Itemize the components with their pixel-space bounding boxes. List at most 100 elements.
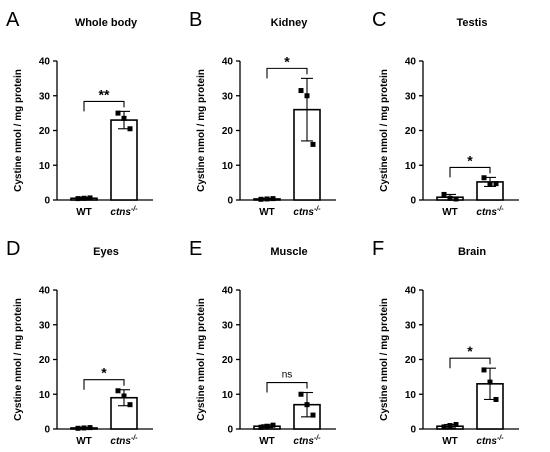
panel-letter: A	[6, 9, 20, 31]
panel-letter: D	[6, 238, 20, 260]
data-point	[258, 424, 264, 430]
y-tick-label: 20	[39, 126, 51, 137]
data-point	[87, 195, 93, 201]
x-category-label: WT	[76, 436, 92, 447]
data-point	[115, 388, 121, 394]
data-point	[270, 422, 276, 428]
panel-d: D Eyes Cystine nmol / mg protein 0 10 20 30 40 W…	[6, 238, 153, 447]
data-point	[75, 425, 81, 431]
panel-title: Whole body	[75, 17, 138, 29]
x-category-label: ctns-/-	[110, 206, 138, 218]
data-point	[81, 425, 87, 431]
y-tick-label: 40	[222, 57, 234, 68]
panel-letter: E	[189, 238, 202, 260]
y-tick-label: 40	[405, 57, 417, 68]
data-point	[75, 196, 81, 202]
data-point	[121, 115, 127, 121]
significance-label: **	[99, 86, 110, 102]
x-category-label: WT	[76, 207, 92, 218]
y-tick-label: 30	[39, 91, 51, 102]
y-tick-label: 40	[39, 57, 51, 68]
data-point	[264, 196, 270, 202]
panel-title: Kidney	[271, 17, 309, 29]
x-category-label: ctns-/-	[476, 206, 504, 218]
x-category-label: WT	[442, 207, 458, 218]
significance-bracket	[266, 381, 308, 393]
significance-bracket	[266, 67, 308, 79]
x-category-superscript: -/-	[314, 206, 321, 213]
bar	[110, 119, 138, 201]
data-point	[270, 196, 276, 202]
x-category-label: WT	[442, 436, 458, 447]
data-point	[453, 421, 459, 427]
significance-label: *	[101, 365, 107, 381]
significance-label: *	[467, 343, 473, 359]
x-category-superscript: -/-	[314, 435, 321, 442]
data-point	[487, 379, 493, 385]
y-tick-label: 30	[222, 320, 234, 331]
data-point	[87, 425, 93, 431]
data-point	[127, 402, 133, 408]
data-point	[81, 195, 87, 201]
data-point	[487, 181, 493, 187]
x-category-label: ctns-/-	[476, 435, 504, 447]
panel-b: B Kidney Cystine nmol / mg protein 0 10 20 30 4…	[189, 9, 336, 218]
data-point	[481, 175, 487, 181]
y-tick-label: 30	[405, 91, 417, 102]
y-axis-label: Cystine nmol / mg protein	[13, 298, 24, 421]
data-point	[447, 195, 453, 201]
data-point	[441, 424, 447, 430]
x-category-label: ctns-/-	[293, 435, 321, 447]
y-axis-label: Cystine nmol / mg protein	[196, 69, 207, 192]
x-category-label: ctns-/-	[110, 435, 138, 447]
y-tick-label: 0	[227, 196, 233, 207]
y-tick-label: 10	[222, 390, 234, 401]
panel-c: C Testis Cystine nmol / mg protein 0 10 20 30 4…	[372, 9, 519, 218]
y-axis-label: Cystine nmol / mg protein	[379, 298, 390, 421]
y-tick-label: 0	[410, 425, 416, 436]
y-tick-label: 10	[39, 390, 51, 401]
panel-e: E Muscle Cystine nmol / mg protein 0 10 20 30 4…	[189, 238, 336, 447]
y-tick-label: 30	[39, 320, 51, 331]
x-category-superscript: -/-	[497, 206, 504, 213]
significance-label: *	[467, 152, 473, 168]
y-tick-label: 40	[405, 286, 417, 297]
data-point	[115, 110, 121, 116]
data-point	[298, 88, 304, 94]
panel-title: Brain	[458, 246, 486, 258]
x-category-superscript: -/-	[131, 206, 138, 213]
significance-bracket	[449, 357, 491, 369]
panel-f: F Brain Cystine nmol / mg protein 0 10 20 30 40…	[372, 238, 519, 447]
data-point	[258, 196, 264, 202]
y-tick-label: 10	[39, 161, 51, 172]
y-tick-label: 20	[222, 126, 234, 137]
data-point	[264, 423, 270, 429]
y-tick-label: 10	[222, 161, 234, 172]
y-tick-label: 30	[222, 91, 234, 102]
data-point	[304, 93, 310, 99]
y-axis-label: Cystine nmol / mg protein	[379, 69, 390, 192]
significance-label: ns	[282, 370, 293, 381]
y-tick-label: 0	[44, 196, 50, 207]
data-point	[447, 423, 453, 429]
panel-letter: C	[372, 9, 386, 31]
data-point	[298, 391, 304, 397]
data-point	[481, 367, 487, 373]
significance-label: *	[284, 53, 290, 69]
y-tick-label: 20	[222, 355, 234, 366]
panel-a: A Whole body Cystine nmol / mg protein 0 10 2…	[6, 9, 153, 218]
data-point	[493, 181, 499, 187]
significance-bracket	[83, 100, 125, 112]
x-category-superscript: -/-	[497, 435, 504, 442]
x-category-label: WT	[259, 436, 275, 447]
data-point	[127, 126, 133, 132]
y-tick-label: 20	[39, 355, 51, 366]
y-tick-label: 0	[227, 425, 233, 436]
data-point	[310, 141, 316, 147]
x-category-label: ctns-/-	[293, 206, 321, 218]
panel-title: Eyes	[93, 246, 119, 258]
y-tick-label: 40	[222, 286, 234, 297]
y-axis-label: Cystine nmol / mg protein	[13, 69, 24, 192]
y-tick-label: 10	[405, 390, 417, 401]
